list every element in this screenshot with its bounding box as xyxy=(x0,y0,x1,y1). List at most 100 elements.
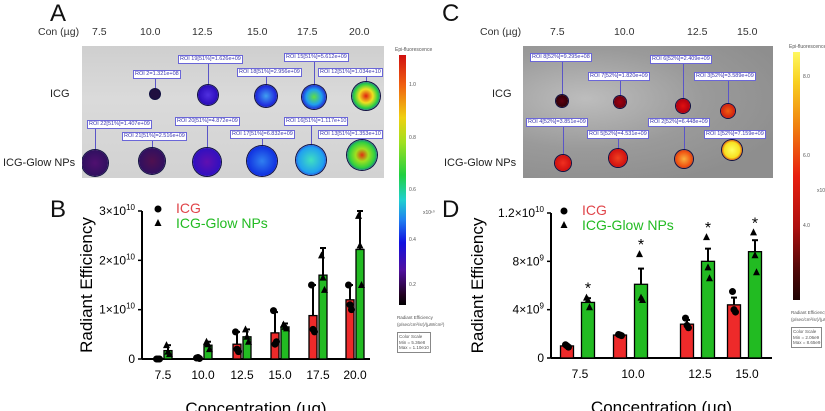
color-scale-text: Color Scale xyxy=(399,334,423,339)
legend-label: ICG-Glow NPs xyxy=(176,215,268,231)
data-point-circle xyxy=(156,355,163,363)
bar-group-icg xyxy=(308,281,318,360)
data-point-triangle xyxy=(751,251,759,259)
bar xyxy=(355,248,365,360)
data-point-triangle xyxy=(355,211,362,219)
fluorescence-image-a: ROI 2=1.321e+08 ROI 19[51%]=1.626e+09 ROI … xyxy=(82,46,384,178)
bar-chart-d: 0 4×109 8×109 1.2×1010 Radiant Efficiency Con… xyxy=(468,202,772,411)
roi-leader xyxy=(366,76,367,82)
roi-label: ROI 21[51%]=2.516e+09 xyxy=(122,132,187,141)
sample-spot xyxy=(347,140,377,170)
roi-label: ROI 1[52%]=7.159e+09 xyxy=(704,130,766,139)
data-point-circle xyxy=(308,281,315,289)
roi-label: ROI 19[51%]=1.626e+09 xyxy=(178,55,243,64)
sample-spot xyxy=(722,140,742,160)
con-value: 15.0 xyxy=(737,26,758,38)
bar-group-icg xyxy=(612,330,628,359)
data-point-circle xyxy=(345,281,352,289)
bar-group-np xyxy=(747,228,763,359)
sample-spot xyxy=(555,155,571,171)
color-scale-text: Color Scale xyxy=(793,329,817,334)
sample-spot xyxy=(676,99,690,113)
data-point-triangle xyxy=(639,296,646,303)
roi-label: ROI 6[52%]=2.409e+09 xyxy=(650,55,712,64)
sample-spot xyxy=(198,85,218,105)
sample-spot xyxy=(675,150,693,168)
bar xyxy=(242,336,252,360)
colorbar-tick: 0.4 xyxy=(409,237,416,243)
significance-star: * xyxy=(638,237,644,254)
sample-spot xyxy=(82,150,108,176)
data-point-triangle xyxy=(283,324,290,332)
sample-spot xyxy=(609,149,627,167)
significance-star: * xyxy=(752,215,758,232)
bar-group-np xyxy=(633,250,649,359)
significance-star: * xyxy=(585,281,591,298)
legend-label: ICG xyxy=(582,202,607,218)
bar xyxy=(747,251,763,359)
sample-spot xyxy=(247,146,277,176)
data-point-circle xyxy=(273,338,280,346)
colorbar-title: Epi-fluorescence xyxy=(789,44,825,50)
con-value: 12.5 xyxy=(192,26,213,38)
x-tick-label: 15.0 xyxy=(735,367,759,381)
roi-leader xyxy=(152,140,153,148)
bar-group-np xyxy=(580,293,596,359)
legend-marker-circle xyxy=(154,205,162,213)
data-point-circle xyxy=(565,343,572,351)
bar xyxy=(308,314,318,360)
y-tick-label: 1.2×1010 xyxy=(498,205,544,220)
colorbar-tick: 0.2 xyxy=(409,282,416,288)
roi-label: ROI 3[52%]=3.589e+09 xyxy=(694,72,756,81)
colorbar-c xyxy=(793,52,800,300)
roi-label: ROI 5[52%]=4.531e+09 xyxy=(587,130,649,139)
data-point-triangle xyxy=(245,337,252,345)
con-value: 20.0 xyxy=(349,26,370,38)
sample-spot xyxy=(255,85,277,107)
y-tick-label: 2×1010 xyxy=(99,252,135,267)
data-point-circle xyxy=(235,348,242,356)
y-tick-label: 1×1010 xyxy=(99,302,135,317)
bar-group-icg xyxy=(193,354,203,363)
roi-leader xyxy=(311,125,312,145)
con-value: 7.5 xyxy=(92,26,107,38)
y-tick-label: 3×1010 xyxy=(99,203,135,218)
data-point-triangle xyxy=(319,273,327,281)
colorbar-a xyxy=(399,55,406,305)
bar xyxy=(345,299,355,360)
roi-label: ROI 4[52%]=3.851e+09 xyxy=(526,118,588,127)
data-point-circle xyxy=(618,332,625,340)
roi-label: ROI 7[52%]=1.820e+09 xyxy=(588,72,650,81)
bar-group-np xyxy=(318,247,328,360)
roi-leader xyxy=(620,80,621,96)
con-value: 10.0 xyxy=(614,26,635,38)
legend-marker-triangle xyxy=(154,219,162,226)
colorbar-multiplier: x10¹⁰ xyxy=(423,210,435,216)
color-scale-text: Max = 8.65e9 xyxy=(793,340,821,345)
data-point-triangle xyxy=(586,303,593,311)
sample-spot xyxy=(556,95,568,107)
bar-group-icg xyxy=(679,314,695,359)
roi-leader xyxy=(562,61,563,95)
panel-label-b: B xyxy=(50,196,67,223)
x-tick-label: 7.5 xyxy=(155,368,172,382)
data-point-circle xyxy=(348,306,355,314)
fluorescence-image-c: ROI 8[52%]=9.295e+08 ROI 7[52%]=1.820e+09… xyxy=(523,46,773,178)
bar-group-icg xyxy=(726,288,742,359)
roi-leader xyxy=(618,138,619,149)
x-tick-label: 15.0 xyxy=(268,368,292,382)
con-value: 10.0 xyxy=(140,26,161,38)
con-value: 15.0 xyxy=(247,26,268,38)
data-point-triangle xyxy=(166,350,173,358)
data-point-triangle xyxy=(584,296,592,303)
row-label-np-c: ICG-Glow NPs xyxy=(444,157,517,169)
con-value: 7.5 xyxy=(550,26,565,38)
x-axis-label: Concentration (µg) xyxy=(185,399,326,411)
colorbar-tick: 4.0 xyxy=(803,222,810,229)
con-label-c: Con (µg) xyxy=(480,26,522,38)
data-point-circle xyxy=(311,328,318,336)
legend-marker-triangle xyxy=(560,221,568,228)
data-point-circle xyxy=(270,307,277,315)
data-point-triangle xyxy=(706,274,713,282)
